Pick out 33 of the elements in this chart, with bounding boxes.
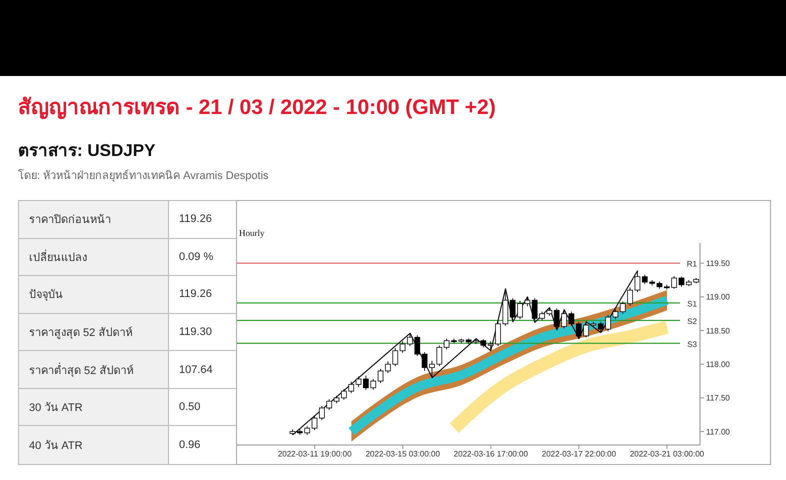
y-tick-label: 117.00 [706, 427, 730, 436]
y-tick-label: 118.50 [706, 326, 730, 336]
category-label: ราคาต่ำสุด 52 สัปดาห์ [19, 351, 169, 388]
category-label: เปลี่ยนแปลง [19, 238, 169, 276]
text: 0.96 [179, 439, 200, 452]
y-tick-label: 119.50 [706, 259, 730, 268]
text: สัญญาณการเทรด - 21 / 03 / 2022 - 10:00 (GMT +2) [18, 95, 496, 122]
ref-line-label: S3 [687, 340, 698, 349]
text: โดย: หัวหน้าฝ่ายกลยุทธ์ทางเทคนิค Avramis Despotis [18, 168, 269, 184]
category-label: ปัจจุบัน [19, 276, 169, 313]
x-tick-label: 2022-03-16 17:00:00 [454, 450, 529, 459]
x-tick-label: 2022-03-15 03:00:00 [366, 450, 440, 459]
ref-line-label: S2 [687, 316, 698, 326]
y-tick-label: 119.00 [706, 292, 730, 302]
y-tick-label: 118.00 [706, 360, 730, 370]
x-tick-label: 2022-03-11 19:00:00 [278, 450, 352, 459]
text: 107.64 [179, 364, 213, 376]
ref-line-label: R1 [686, 260, 698, 269]
x-tick-label: 2022-03-21 03:00:00 [630, 450, 705, 459]
x-tick-label: 2022-03-17 22:00:00 [542, 450, 617, 459]
y-tick-label: 117.50 [706, 394, 730, 403]
ref-line-label: S1 [687, 299, 698, 308]
category-label: ราคาสูงสุด 52 สัปดาห์ [19, 314, 169, 350]
category-label: ราคาปิดก่อนหน้า [19, 201, 169, 238]
text: ตราสาร: USDJPY [18, 140, 156, 162]
text: 119.26 [179, 213, 212, 226]
category-label: 40 วัน ATR [19, 426, 169, 464]
text: 0.09 % [179, 250, 214, 263]
text: 119.30 [179, 326, 212, 338]
text: 119.26 [179, 288, 212, 300]
text: 0.50 [179, 401, 200, 414]
text: Hourly [239, 228, 264, 238]
category-label: 30 วัน ATR [19, 388, 169, 426]
